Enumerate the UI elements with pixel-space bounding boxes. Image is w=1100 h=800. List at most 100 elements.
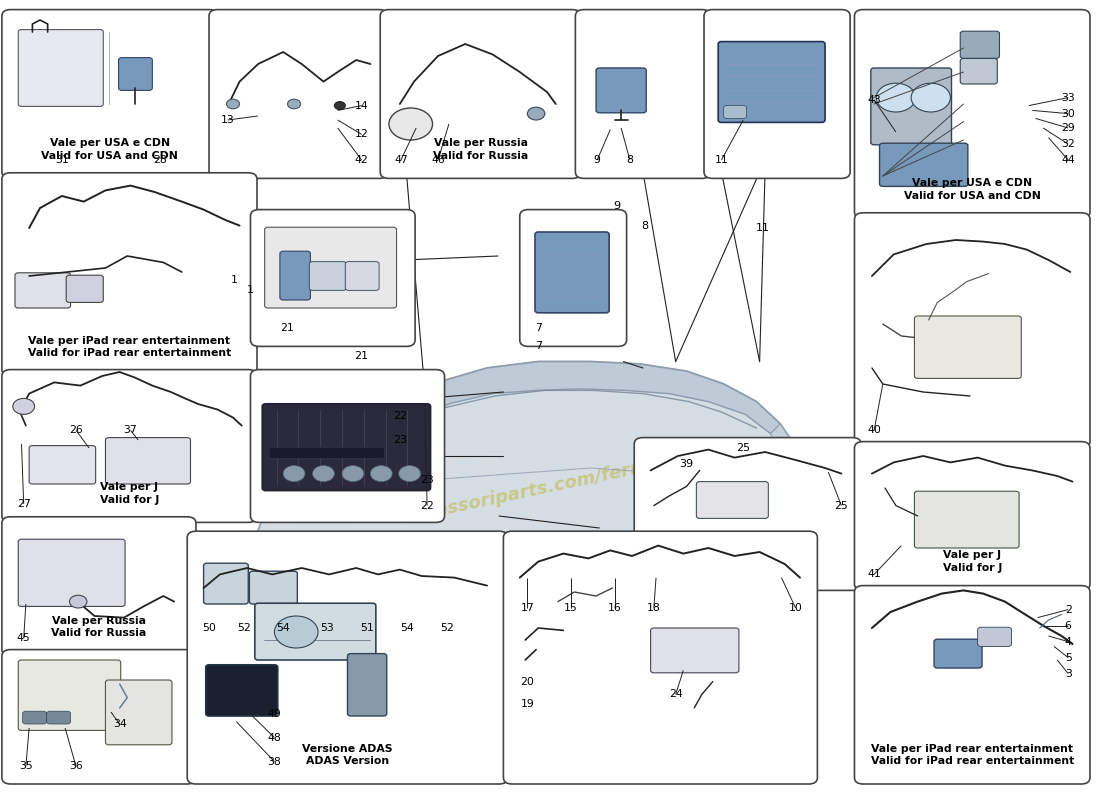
Polygon shape — [722, 424, 817, 598]
Text: 50: 50 — [202, 623, 216, 633]
Text: Valid for J: Valid for J — [943, 563, 1002, 573]
Text: Valid for iPad rear entertainment: Valid for iPad rear entertainment — [28, 349, 231, 358]
Polygon shape — [244, 389, 814, 604]
FancyBboxPatch shape — [250, 571, 297, 604]
Text: 11: 11 — [756, 223, 770, 233]
Text: 52: 52 — [236, 623, 251, 633]
Text: 2: 2 — [1065, 605, 1071, 614]
Text: Valid for USA and CDN: Valid for USA and CDN — [42, 150, 178, 161]
Text: 32: 32 — [1062, 139, 1075, 149]
FancyBboxPatch shape — [204, 563, 249, 604]
FancyBboxPatch shape — [345, 262, 379, 290]
FancyBboxPatch shape — [381, 10, 581, 178]
Circle shape — [227, 99, 240, 109]
Circle shape — [308, 566, 389, 626]
Text: 22: 22 — [393, 411, 407, 421]
Text: Vale per USA e CDN: Vale per USA e CDN — [912, 178, 1032, 188]
Circle shape — [312, 466, 334, 482]
Text: ADAS Version: ADAS Version — [306, 757, 389, 766]
Text: 45: 45 — [16, 634, 31, 643]
Text: 33: 33 — [1062, 93, 1075, 102]
Text: accessoriparts.com/ferrari19: accessoriparts.com/ferrari19 — [402, 449, 692, 527]
Text: 39: 39 — [680, 459, 694, 469]
FancyBboxPatch shape — [187, 531, 508, 784]
Circle shape — [283, 466, 305, 482]
Text: 29: 29 — [1062, 123, 1075, 133]
Circle shape — [69, 595, 87, 608]
FancyBboxPatch shape — [650, 628, 739, 673]
Circle shape — [287, 99, 300, 109]
Text: 4: 4 — [1065, 637, 1071, 646]
Circle shape — [705, 586, 738, 610]
Circle shape — [13, 398, 34, 414]
Text: 31: 31 — [55, 155, 68, 165]
FancyBboxPatch shape — [504, 531, 817, 784]
FancyBboxPatch shape — [704, 10, 850, 178]
FancyBboxPatch shape — [19, 30, 103, 106]
FancyBboxPatch shape — [29, 446, 96, 484]
FancyBboxPatch shape — [855, 213, 1090, 448]
Text: 7: 7 — [535, 323, 541, 333]
Text: Vale per iPad rear entertainment: Vale per iPad rear entertainment — [871, 744, 1074, 754]
FancyBboxPatch shape — [960, 58, 998, 84]
Text: 23: 23 — [393, 435, 407, 445]
Text: Valid for iPad rear entertainment: Valid for iPad rear entertainment — [870, 757, 1074, 766]
FancyBboxPatch shape — [2, 173, 257, 376]
Text: Valid for J: Valid for J — [100, 494, 160, 505]
Text: 36: 36 — [69, 762, 82, 771]
Text: 51: 51 — [360, 623, 374, 633]
Text: 20: 20 — [520, 677, 535, 686]
FancyBboxPatch shape — [934, 639, 982, 668]
Text: Vale per Russia: Vale per Russia — [52, 616, 146, 626]
Circle shape — [371, 466, 393, 482]
FancyBboxPatch shape — [106, 680, 172, 745]
Text: 15: 15 — [564, 603, 578, 613]
Text: 9: 9 — [613, 202, 620, 211]
Text: 43: 43 — [867, 95, 881, 105]
Circle shape — [283, 548, 414, 644]
Circle shape — [342, 466, 364, 482]
FancyBboxPatch shape — [2, 10, 218, 178]
FancyBboxPatch shape — [206, 665, 277, 716]
Circle shape — [656, 550, 786, 646]
Text: 11: 11 — [715, 155, 728, 165]
Text: 42: 42 — [355, 155, 368, 165]
Text: 30: 30 — [1062, 109, 1075, 118]
Circle shape — [274, 616, 318, 648]
FancyBboxPatch shape — [871, 68, 952, 145]
FancyBboxPatch shape — [978, 627, 1012, 646]
FancyBboxPatch shape — [209, 10, 388, 178]
Polygon shape — [342, 362, 780, 452]
Circle shape — [334, 102, 345, 110]
Text: 3: 3 — [1065, 669, 1071, 678]
Text: 17: 17 — [520, 603, 535, 613]
Circle shape — [398, 466, 420, 482]
FancyBboxPatch shape — [914, 316, 1021, 378]
Text: 14: 14 — [355, 101, 368, 110]
FancyBboxPatch shape — [2, 370, 257, 522]
Text: 28: 28 — [153, 155, 167, 165]
Text: 26: 26 — [69, 426, 82, 435]
Text: 12: 12 — [355, 130, 368, 139]
Text: Valid for Russia: Valid for Russia — [433, 150, 528, 161]
Circle shape — [389, 108, 432, 140]
FancyBboxPatch shape — [309, 262, 346, 290]
Text: 48: 48 — [267, 733, 282, 742]
Text: 25: 25 — [736, 443, 750, 453]
FancyBboxPatch shape — [520, 210, 627, 346]
Text: 13: 13 — [221, 115, 234, 125]
Text: 35: 35 — [19, 762, 33, 771]
Text: 8: 8 — [641, 221, 649, 230]
FancyBboxPatch shape — [19, 539, 125, 606]
Circle shape — [911, 83, 950, 112]
Text: Valid for Russia: Valid for Russia — [52, 629, 146, 638]
Text: 25: 25 — [835, 501, 848, 510]
Text: 49: 49 — [267, 709, 282, 718]
Text: 16: 16 — [607, 603, 621, 613]
FancyBboxPatch shape — [855, 10, 1090, 218]
Text: 7: 7 — [535, 341, 542, 350]
FancyBboxPatch shape — [724, 106, 747, 118]
Text: 21: 21 — [354, 351, 368, 361]
Text: 40: 40 — [867, 426, 881, 435]
Text: Vale per iPad rear entertainment: Vale per iPad rear entertainment — [29, 336, 230, 346]
